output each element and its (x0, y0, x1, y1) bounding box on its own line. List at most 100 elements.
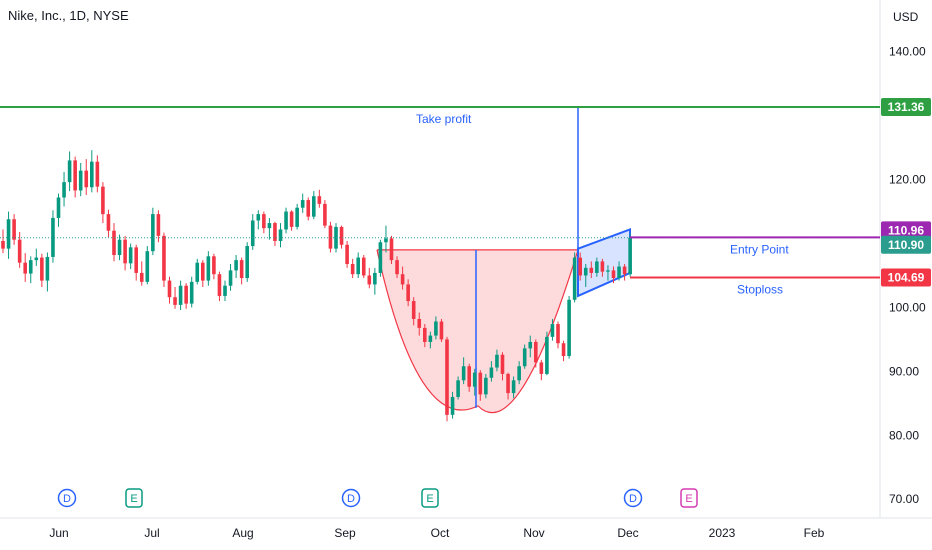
candle-body[interactable] (511, 380, 516, 394)
candle-body[interactable] (250, 220, 255, 247)
candle-body[interactable] (328, 225, 333, 249)
candle-body[interactable] (267, 223, 272, 229)
candle-body[interactable] (606, 270, 610, 272)
candle-body[interactable] (356, 257, 360, 275)
candle-body[interactable] (1, 240, 5, 249)
candle-body[interactable] (212, 256, 216, 275)
candle-body[interactable] (206, 256, 211, 281)
candle-body[interactable] (201, 262, 205, 281)
candle-body[interactable] (545, 336, 549, 374)
candle-body[interactable] (195, 262, 200, 282)
candle-body[interactable] (112, 230, 116, 256)
candle-body[interactable] (583, 267, 588, 276)
candle-body[interactable] (500, 354, 505, 374)
candle-body[interactable] (117, 239, 122, 256)
candle-body[interactable] (589, 267, 594, 273)
candle-body[interactable] (67, 160, 72, 183)
candle-body[interactable] (572, 257, 577, 300)
candle-body[interactable] (234, 260, 238, 271)
candle-body[interactable] (395, 260, 399, 275)
candle-body[interactable] (517, 366, 521, 381)
candle-body[interactable] (539, 362, 544, 374)
candle-body[interactable] (101, 186, 105, 215)
candle-body[interactable] (622, 266, 627, 275)
candle-body[interactable] (350, 263, 355, 275)
earnings-marker[interactable] (421, 488, 439, 508)
candle-body[interactable] (134, 247, 138, 273)
candle-body[interactable] (78, 170, 83, 191)
candle-body[interactable] (484, 377, 488, 395)
candle-body[interactable] (478, 372, 483, 395)
candle-body[interactable] (106, 214, 111, 231)
candle-body[interactable] (450, 396, 455, 415)
candle-body[interactable] (600, 261, 605, 272)
candle-body[interactable] (178, 285, 183, 305)
candle-body[interactable] (173, 297, 177, 305)
candle-body[interactable] (472, 372, 477, 387)
candle-body[interactable] (62, 182, 66, 198)
candle-body[interactable] (12, 219, 16, 240)
candle-body[interactable] (278, 229, 283, 241)
candle-body[interactable] (522, 348, 527, 367)
candle-body[interactable] (217, 274, 222, 296)
candle-body[interactable] (156, 214, 161, 236)
candle-body[interactable] (306, 200, 311, 217)
candle-body[interactable] (123, 239, 127, 264)
candle-body[interactable] (534, 341, 538, 363)
candle-body[interactable] (461, 366, 466, 381)
candle-body[interactable] (445, 339, 449, 415)
dividend-marker[interactable] (341, 488, 361, 508)
candle-body[interactable] (139, 272, 144, 282)
candle-body[interactable] (323, 203, 327, 226)
candle-body[interactable] (162, 235, 166, 281)
candle-body[interactable] (495, 354, 499, 368)
candle-body[interactable] (151, 214, 155, 252)
candle-body[interactable] (339, 226, 344, 245)
candle-body[interactable] (423, 327, 427, 342)
candle-body[interactable] (378, 242, 383, 273)
candle-body[interactable] (189, 281, 194, 304)
candle-body[interactable] (256, 214, 261, 221)
candle-body[interactable] (489, 367, 494, 378)
candle-body[interactable] (456, 380, 460, 397)
candle-body[interactable] (17, 239, 22, 263)
candle-body[interactable] (406, 284, 410, 302)
candle-body[interactable] (289, 211, 294, 227)
candle-body[interactable] (95, 161, 100, 187)
candle-body[interactable] (617, 266, 621, 279)
candle-body[interactable] (73, 160, 77, 191)
candle-body[interactable] (223, 285, 227, 296)
dividend-marker[interactable] (623, 488, 643, 508)
candle-body[interactable] (528, 341, 533, 349)
candle-body[interactable] (467, 366, 471, 387)
candle-body[interactable] (28, 260, 33, 274)
candle-body[interactable] (361, 257, 366, 276)
candle-body[interactable] (439, 321, 444, 340)
candle-body[interactable] (595, 261, 599, 273)
candle-body[interactable] (51, 217, 55, 257)
candle-body[interactable] (417, 318, 422, 328)
candle-body[interactable] (345, 244, 349, 264)
candle-body[interactable] (578, 257, 582, 276)
candle-body[interactable] (400, 274, 405, 285)
candle-body[interactable] (228, 270, 233, 286)
earnings-marker[interactable] (125, 488, 143, 508)
candle-body[interactable] (167, 280, 172, 298)
candle-body[interactable] (317, 196, 322, 204)
candle-body[interactable] (128, 247, 133, 264)
candle-body[interactable] (84, 170, 89, 188)
candle-body[interactable] (550, 324, 555, 337)
candle-body[interactable] (367, 275, 372, 285)
candle-body[interactable] (34, 257, 39, 261)
candle-body[interactable] (23, 262, 27, 274)
candle-body[interactable] (262, 214, 266, 229)
candle-body[interactable] (428, 335, 433, 342)
candle-body[interactable] (384, 238, 388, 243)
candle-body[interactable] (561, 343, 566, 357)
candle-body[interactable] (434, 321, 438, 336)
candle-body[interactable] (300, 200, 305, 208)
candle-body[interactable] (411, 301, 416, 319)
dividend-marker[interactable] (57, 488, 77, 508)
candle-body[interactable] (45, 256, 50, 281)
